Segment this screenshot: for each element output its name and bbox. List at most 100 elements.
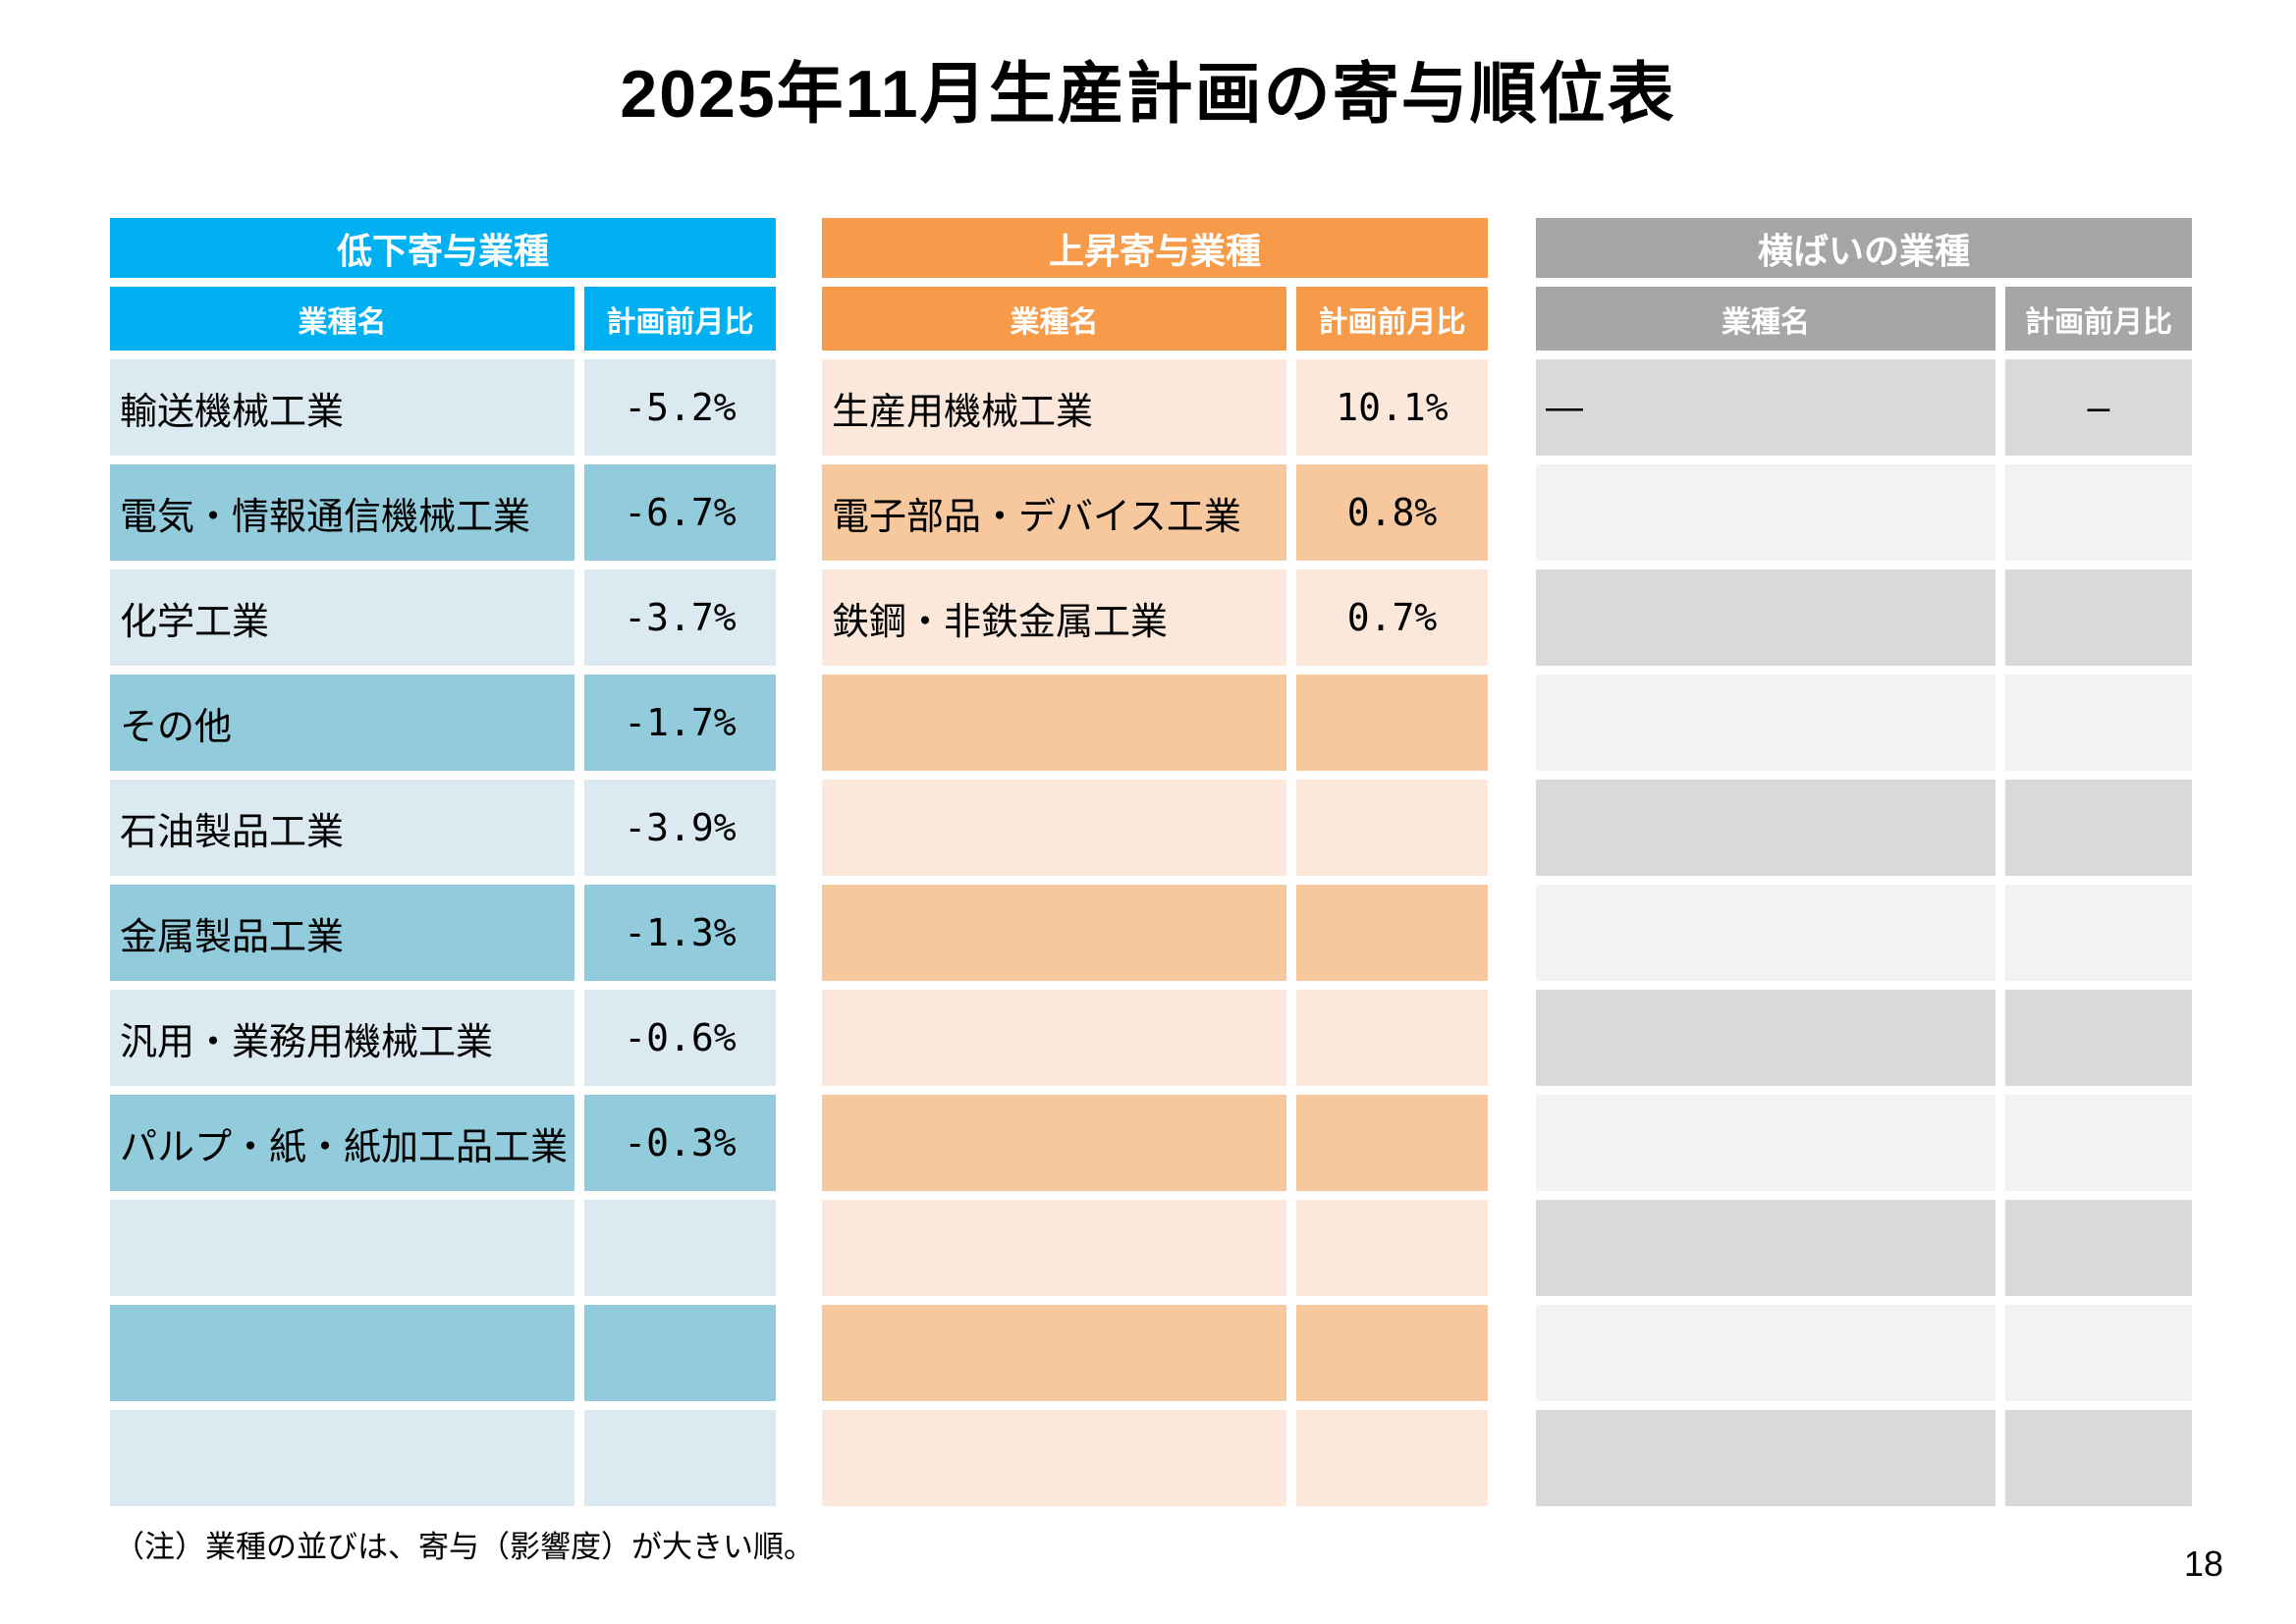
table-rise-rows: 生産用機械工業 10.1% 電子部品・デバイス工業 0.8% 鉄鋼・非鉄金属工業 0.7% — [822, 359, 1488, 1506]
table-flat: 横ばいの業種 業種名 計画前月比 — — — [1536, 218, 2192, 1515]
table-row — [1536, 885, 2192, 981]
cell-plan-mom-value — [1296, 1095, 1488, 1191]
table-row: その他 -1.7% — [110, 675, 776, 771]
cell-industry-name — [822, 675, 1286, 771]
cell-plan-mom-value: -5.2% — [584, 359, 776, 456]
cell-industry-name: パルプ・紙・紙加工品工業 — [110, 1095, 574, 1191]
cell-plan-mom-value — [1296, 675, 1488, 771]
cell-plan-mom-value — [2005, 1095, 2192, 1191]
table-rise: 上昇寄与業種 業種名 計画前月比 生産用機械工業 10.1% 電子部品・デバイス工業… — [822, 218, 1488, 1515]
cell-plan-mom-value — [2005, 1305, 2192, 1401]
cell-plan-mom-value — [2005, 780, 2192, 876]
cell-industry-name: 電子部品・デバイス工業 — [822, 464, 1286, 561]
cell-plan-mom-value — [2005, 885, 2192, 981]
cell-industry-name — [822, 1410, 1286, 1506]
cell-industry-name: 生産用機械工業 — [822, 359, 1286, 456]
cell-plan-mom-value — [2005, 569, 2192, 666]
cell-industry-name — [1536, 885, 1995, 981]
cell-industry-name — [1536, 1305, 1995, 1401]
cell-plan-mom-value — [1296, 990, 1488, 1086]
cell-industry-name — [1536, 1410, 1995, 1506]
column-header-mom-ratio: 計画前月比 — [1296, 287, 1488, 351]
cell-plan-mom-value — [584, 1200, 776, 1296]
cell-industry-name — [1536, 569, 1995, 666]
cell-plan-mom-value — [1296, 1200, 1488, 1296]
table-row — [1536, 1410, 2192, 1506]
column-header-industry: 業種名 — [110, 287, 574, 351]
table-row — [822, 1200, 1488, 1296]
cell-plan-mom-value: 0.8% — [1296, 464, 1488, 561]
table-row: 石油製品工業 -3.9% — [110, 780, 776, 876]
cell-industry-name: 鉄鋼・非鉄金属工業 — [822, 569, 1286, 666]
table-row: 金属製品工業 -1.3% — [110, 885, 776, 981]
page-title: 2025年11月生産計画の寄与順位表 — [620, 57, 1676, 132]
table-row — [1536, 464, 2192, 561]
table-row: パルプ・紙・紙加工品工業 -0.3% — [110, 1095, 776, 1191]
cell-industry-name — [1536, 675, 1995, 771]
table-decline: 低下寄与業種 業種名 計画前月比 輸送機械工業 -5.2% 電気・情報通信機械工業 -… — [110, 218, 776, 1515]
cell-industry-name — [1536, 780, 1995, 876]
cell-plan-mom-value: -6.7% — [584, 464, 776, 561]
table-row — [822, 990, 1488, 1086]
cell-industry-name: 電気・情報通信機械工業 — [110, 464, 574, 561]
cell-plan-mom-value — [2005, 990, 2192, 1086]
cell-plan-mom-value: -1.7% — [584, 675, 776, 771]
cell-plan-mom-value — [2005, 675, 2192, 771]
table-row: 生産用機械工業 10.1% — [822, 359, 1488, 456]
table-row — [1536, 990, 2192, 1086]
column-header-industry: 業種名 — [822, 287, 1286, 351]
cell-plan-mom-value: -0.6% — [584, 990, 776, 1086]
cell-plan-mom-value: 0.7% — [1296, 569, 1488, 666]
cell-industry-name — [1536, 990, 1995, 1086]
cell-industry-name — [110, 1200, 574, 1296]
cell-plan-mom-value — [2005, 464, 2192, 561]
cell-industry-name — [822, 1200, 1286, 1296]
cell-industry-name: — — [1536, 359, 1995, 456]
cell-plan-mom-value — [1296, 1410, 1488, 1506]
cell-industry-name — [822, 1305, 1286, 1401]
footnote: （注）業種の並びは、寄与（影響度）が大きい順。 — [114, 1530, 814, 1564]
table-rise-title: 上昇寄与業種 — [822, 218, 1488, 278]
table-row — [822, 885, 1488, 981]
table-decline-title: 低下寄与業種 — [110, 218, 776, 278]
cell-industry-name — [822, 1095, 1286, 1191]
table-flat-title: 横ばいの業種 — [1536, 218, 2192, 278]
table-row — [1536, 1200, 2192, 1296]
table-row: 汎用・業務用機械工業 -0.6% — [110, 990, 776, 1086]
table-rise-column-headers: 業種名 計画前月比 — [822, 287, 1488, 351]
cell-plan-mom-value — [2005, 1200, 2192, 1296]
cell-industry-name — [822, 780, 1286, 876]
table-row: 電子部品・デバイス工業 0.8% — [822, 464, 1488, 561]
cell-industry-name: その他 — [110, 675, 574, 771]
column-header-mom-ratio: 計画前月比 — [2005, 287, 2192, 351]
table-row — [1536, 569, 2192, 666]
table-row: 化学工業 -3.7% — [110, 569, 776, 666]
cell-plan-mom-value — [584, 1305, 776, 1401]
cell-plan-mom-value: -1.3% — [584, 885, 776, 981]
table-row: 電気・情報通信機械工業 -6.7% — [110, 464, 776, 561]
cell-industry-name — [1536, 1200, 1995, 1296]
cell-plan-mom-value: — — [2005, 359, 2192, 456]
table-row — [1536, 1095, 2192, 1191]
table-decline-column-headers: 業種名 計画前月比 — [110, 287, 776, 351]
cell-plan-mom-value: 10.1% — [1296, 359, 1488, 456]
cell-plan-mom-value — [584, 1410, 776, 1506]
table-row — [822, 1305, 1488, 1401]
table-row — [110, 1410, 776, 1506]
table-row — [1536, 1305, 2192, 1401]
cell-industry-name — [822, 990, 1286, 1086]
cell-plan-mom-value — [1296, 885, 1488, 981]
table-decline-rows: 輸送機械工業 -5.2% 電気・情報通信機械工業 -6.7% 化学工業 -3.7% その他 -… — [110, 359, 776, 1506]
cell-industry-name: 石油製品工業 — [110, 780, 574, 876]
cell-industry-name: 汎用・業務用機械工業 — [110, 990, 574, 1086]
cell-plan-mom-value — [1296, 780, 1488, 876]
table-flat-rows: — — — [1536, 359, 2192, 1506]
table-row: 輸送機械工業 -5.2% — [110, 359, 776, 456]
table-row: 鉄鋼・非鉄金属工業 0.7% — [822, 569, 1488, 666]
cell-industry-name: 輸送機械工業 — [110, 359, 574, 456]
table-row: — — — [1536, 359, 2192, 456]
column-header-mom-ratio: 計画前月比 — [584, 287, 776, 351]
table-row — [822, 780, 1488, 876]
table-flat-column-headers: 業種名 計画前月比 — [1536, 287, 2192, 351]
cell-industry-name: 金属製品工業 — [110, 885, 574, 981]
